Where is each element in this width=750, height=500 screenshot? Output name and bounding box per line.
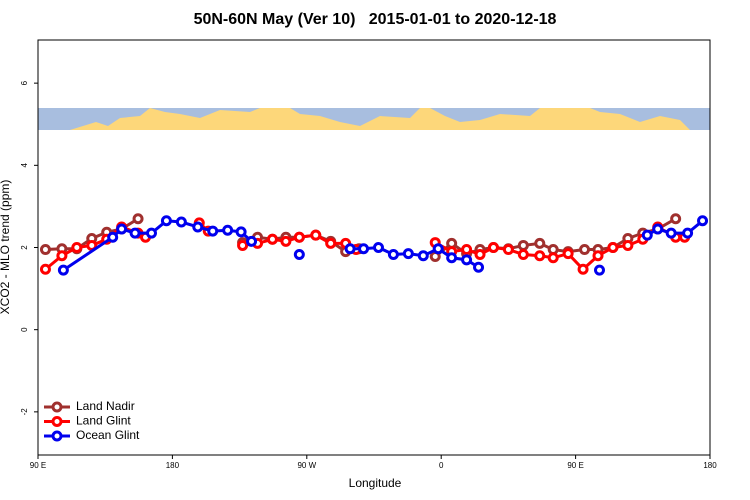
series-line <box>44 221 685 272</box>
point <box>39 263 51 275</box>
point <box>665 227 677 239</box>
point <box>129 227 141 239</box>
point <box>372 242 384 253</box>
point <box>579 244 591 256</box>
point <box>502 244 514 256</box>
x-tick-label: 90 E <box>567 461 583 470</box>
point <box>222 224 234 236</box>
legend-marker <box>51 401 63 413</box>
point <box>207 225 219 237</box>
point <box>107 231 119 243</box>
legend-label: Land Glint <box>76 414 131 428</box>
legend-marker <box>51 430 63 442</box>
point <box>682 227 694 239</box>
map-sea <box>590 108 710 130</box>
point <box>577 263 589 275</box>
map-sea <box>430 108 540 122</box>
point <box>71 242 83 253</box>
point <box>641 229 653 241</box>
point <box>547 252 559 264</box>
point <box>387 248 399 260</box>
x-axis-label: Longitude <box>349 476 402 490</box>
point <box>293 248 305 260</box>
x-tick-label: 90 E <box>30 461 46 470</box>
point <box>517 239 529 251</box>
point <box>145 227 157 239</box>
map-sea <box>38 108 150 130</box>
point <box>461 254 473 266</box>
y-tick-label: 0 <box>20 327 29 332</box>
legend-marker <box>51 416 63 427</box>
chart-title: 50N-60N May (Ver 10) 2015-01-01 to 2020-… <box>194 11 557 28</box>
point <box>293 231 305 243</box>
point <box>246 235 258 247</box>
point <box>280 235 292 247</box>
point <box>592 250 604 262</box>
y-tick-label: 4 <box>20 163 29 168</box>
map-sea <box>290 108 420 126</box>
point <box>517 248 529 260</box>
point <box>417 250 429 262</box>
x-tick-label: 180 <box>166 461 180 470</box>
y-axis-label: XCO2 - MLO trend (ppm) <box>0 180 12 315</box>
point <box>237 239 249 251</box>
point <box>670 213 682 225</box>
y-tick-label: 6 <box>20 80 29 85</box>
point <box>487 242 499 253</box>
point <box>116 223 128 235</box>
legend-label: Land Nadir <box>76 399 135 413</box>
x-tick-label: 180 <box>703 461 717 470</box>
legend-label: Ocean Glint <box>76 428 140 442</box>
point <box>461 244 473 256</box>
map-band <box>38 108 710 130</box>
point <box>622 239 634 251</box>
point <box>432 243 444 255</box>
point <box>534 250 546 262</box>
point <box>266 233 278 245</box>
x-tick-label: 90 W <box>297 461 316 470</box>
point <box>534 237 546 249</box>
point <box>132 213 144 225</box>
point <box>607 242 619 253</box>
point <box>562 248 574 260</box>
y-tick-label: 2 <box>20 245 29 250</box>
point <box>310 229 322 241</box>
point <box>593 264 605 276</box>
x-tick-label: 0 <box>439 461 444 470</box>
point <box>160 215 172 227</box>
map-sea <box>150 108 260 118</box>
point <box>446 252 458 264</box>
point <box>358 243 370 255</box>
point <box>474 248 486 260</box>
point <box>57 264 69 276</box>
point <box>175 216 187 228</box>
point <box>344 243 356 255</box>
point <box>56 250 68 262</box>
point <box>235 226 247 238</box>
point <box>652 223 664 235</box>
point <box>697 215 709 227</box>
point <box>473 261 485 273</box>
point <box>325 237 337 249</box>
point <box>402 248 414 260</box>
y-tick-label: -2 <box>20 408 29 416</box>
point <box>192 221 204 233</box>
point <box>39 244 51 256</box>
